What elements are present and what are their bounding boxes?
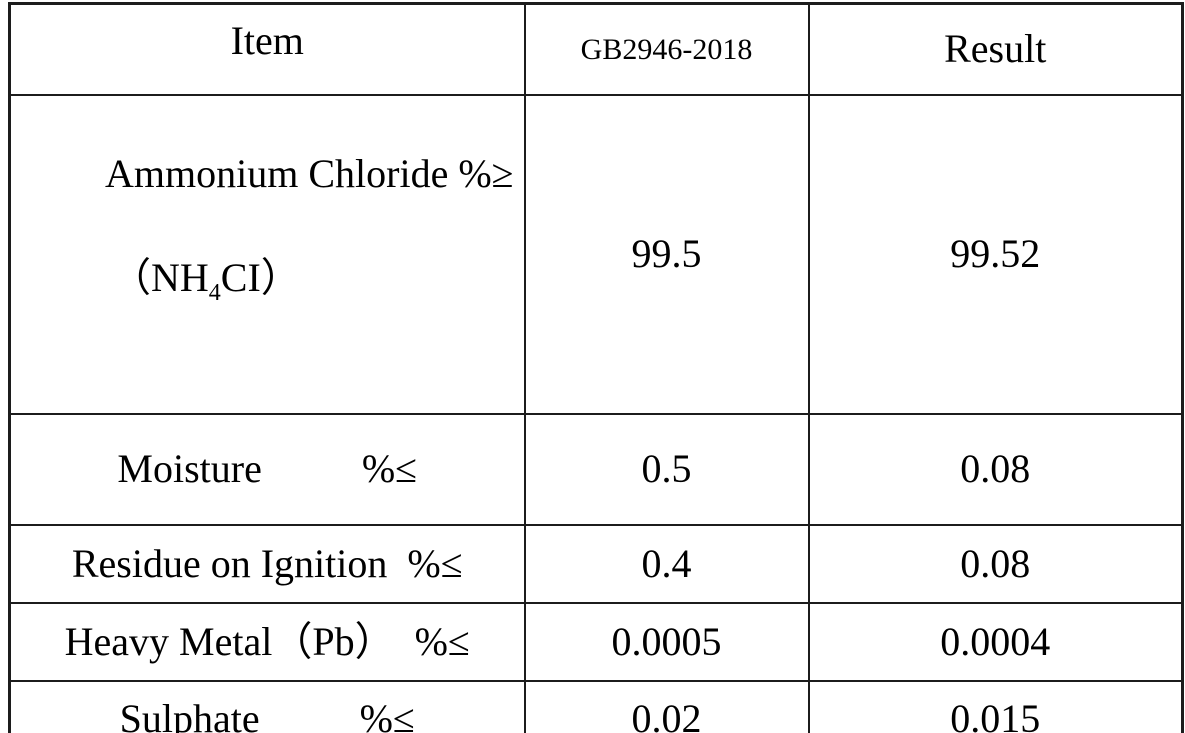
table-row-heavy-metal: Heavy Metal（Pb） %≤ 0.0005 0.0004	[8, 601, 1184, 682]
table-row-residue-on-ignition: Residue on Ignition %≤ 0.4 0.08	[8, 523, 1184, 604]
table-row-moisture: Moisture %≤ 0.5 0.08	[8, 412, 1184, 526]
result-value-cell: 0.0004	[807, 601, 1184, 682]
result-value-cell: 0.08	[807, 523, 1184, 604]
chemical-formula: （NH4CI）	[111, 254, 301, 306]
standard-value-cell: 0.4	[523, 523, 810, 604]
item-label: Ammonium Chloride %≥	[105, 150, 514, 196]
column-header-result: Result	[807, 2, 1184, 96]
result-value-cell: 99.52	[807, 93, 1184, 415]
table-row-sulphate: Sulphate %≤ 0.02 0.015	[8, 679, 1184, 733]
item-cell: Moisture %≤	[8, 412, 526, 526]
item-cell: Sulphate %≤	[8, 679, 526, 733]
standard-value-cell: 99.5	[523, 93, 810, 415]
result-value-cell: 0.08	[807, 412, 1184, 526]
standard-value-cell: 0.0005	[523, 601, 810, 682]
item-cell: Heavy Metal（Pb） %≤	[8, 601, 526, 682]
column-header-standard: GB2946-2018	[523, 2, 810, 96]
column-header-item: Item	[8, 2, 526, 96]
result-value-cell: 0.015	[807, 679, 1184, 733]
formula-subscript: 4	[208, 279, 221, 306]
table-header-row: Item GB2946-2018 Result	[8, 2, 1184, 96]
item-cell: Residue on Ignition %≤	[8, 523, 526, 604]
standard-value-cell: 0.02	[523, 679, 810, 733]
table-row-ammonium-chloride: Ammonium Chloride %≥ （NH4CI） 99.5 99.52	[8, 93, 1184, 415]
spec-table: Item GB2946-2018 Result Ammonium Chlorid…	[8, 2, 1184, 733]
item-cell: Ammonium Chloride %≥ （NH4CI）	[8, 93, 526, 415]
standard-value-cell: 0.5	[523, 412, 810, 526]
